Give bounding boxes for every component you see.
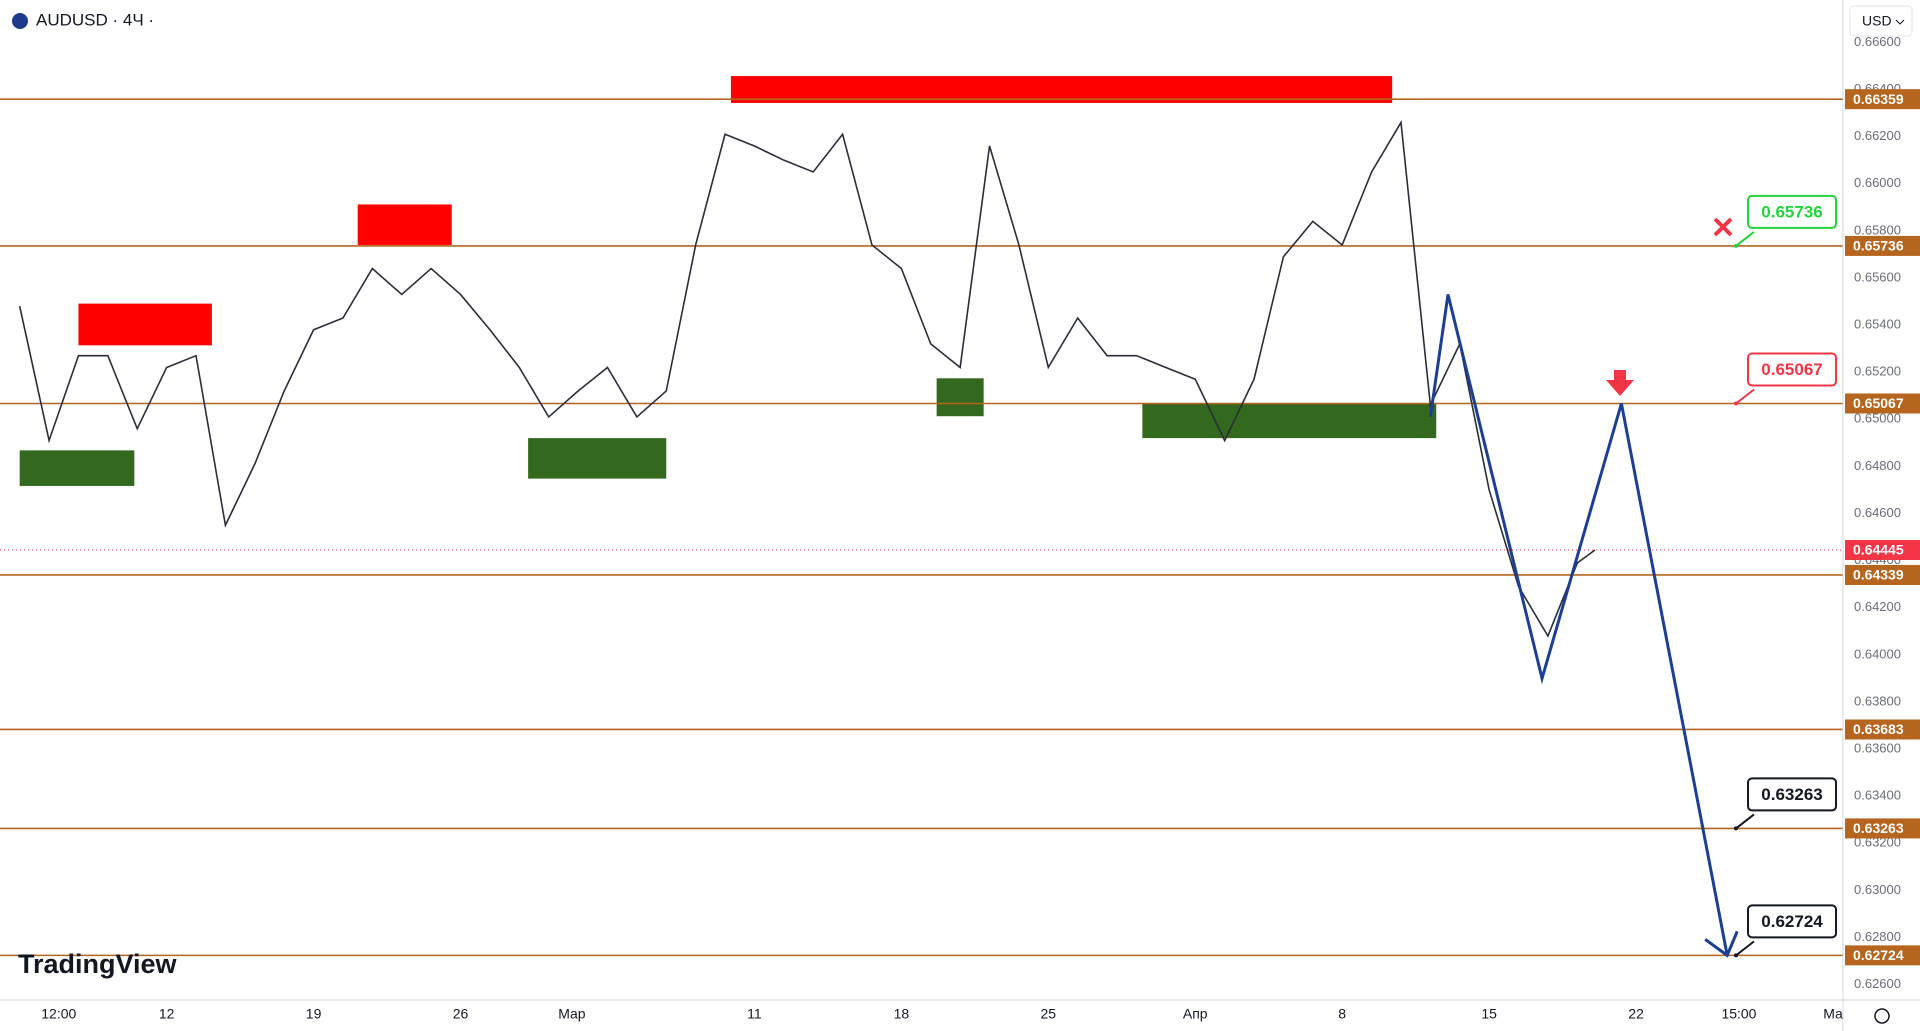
level-price-label: 0.64339 — [1853, 567, 1904, 583]
y-tick-label: 0.62800 — [1854, 929, 1901, 944]
currency-label[interactable]: USD — [1862, 13, 1892, 29]
plot-area — [0, 76, 1843, 957]
level-price-label: 0.65736 — [1853, 238, 1904, 254]
y-tick-label: 0.64200 — [1854, 599, 1901, 614]
currency-select[interactable] — [1849, 5, 1913, 37]
callout-pointer — [1735, 813, 1755, 830]
zone — [19, 450, 135, 486]
x-tick-label: Апр — [1183, 1006, 1208, 1022]
level-price-box — [1845, 818, 1920, 839]
callout-pointer — [1735, 231, 1755, 247]
zone — [528, 438, 667, 479]
x-tick-label: 11 — [747, 1006, 762, 1022]
y-tick-label: 0.65400 — [1854, 316, 1901, 331]
x-tick-label: 26 — [453, 1006, 469, 1022]
callout-anchor — [1734, 401, 1739, 406]
cancel-marker — [1713, 217, 1733, 237]
y-tick-label: 0.63000 — [1854, 882, 1901, 897]
callout-label: 0.62724 — [1761, 912, 1823, 931]
y-tick-label: 0.65000 — [1854, 411, 1901, 426]
x-tick-label: 18 — [894, 1006, 910, 1022]
callout-box — [1747, 904, 1838, 939]
zone — [78, 303, 212, 346]
x-tick-label: 19 — [306, 1006, 322, 1022]
arrow-head — [1704, 930, 1739, 958]
callout-anchor — [1734, 826, 1739, 831]
callout-box — [1747, 352, 1838, 387]
callout-box — [1747, 194, 1838, 229]
callout-label: 0.63263 — [1761, 785, 1822, 804]
callout-anchor — [1734, 243, 1739, 248]
x-tick-label: 8 — [1338, 1006, 1346, 1022]
callout-anchor — [1734, 953, 1739, 958]
last-price-box — [1845, 539, 1920, 560]
dropdown-icon — [1895, 19, 1905, 25]
callout-label: 0.65736 — [1761, 202, 1822, 221]
zone — [1142, 403, 1437, 439]
y-tick-label: 0.66200 — [1854, 128, 1901, 143]
price-line — [18, 119, 1596, 638]
level-price-box — [1845, 719, 1920, 740]
y-tick-label: 0.64800 — [1854, 458, 1901, 473]
y-tick-label: 0.66000 — [1854, 175, 1901, 190]
level-price-label: 0.63683 — [1853, 721, 1904, 737]
level-price-box — [1845, 564, 1920, 585]
level-price-label: 0.66359 — [1853, 91, 1904, 107]
level-price-label: 0.63263 — [1853, 820, 1904, 836]
last-price-label: 0.64445 — [1853, 542, 1904, 558]
x-tick-label: Мар — [558, 1006, 586, 1022]
callout-box — [1747, 777, 1838, 812]
y-tick-label: 0.63400 — [1854, 788, 1901, 803]
projection-path — [1428, 294, 1729, 956]
y-tick-label: 0.64600 — [1854, 505, 1901, 520]
x-tick-label: 12:00 — [41, 1006, 76, 1022]
callout-pointer — [1735, 940, 1755, 957]
x-tick-label: 15:00 — [1721, 1006, 1756, 1022]
callout-label: 0.65067 — [1761, 360, 1822, 379]
level-price-box — [1845, 393, 1920, 414]
y-tick-label: 0.62600 — [1854, 976, 1901, 991]
level-price-box — [1845, 945, 1920, 966]
x-tick-label: Ма — [1823, 1006, 1843, 1022]
y-tick-label: 0.64000 — [1854, 646, 1901, 661]
y-tick-label: 0.63600 — [1854, 740, 1901, 755]
y-tick-label: 0.65200 — [1854, 364, 1901, 379]
watermark: TradingView — [18, 949, 178, 979]
y-tick-label: 0.66600 — [1854, 34, 1901, 49]
level-price-label: 0.62724 — [1853, 947, 1904, 963]
x-tick-label: 12 — [159, 1006, 175, 1022]
y-tick-label: 0.63800 — [1854, 693, 1901, 708]
level-price-box — [1845, 235, 1920, 256]
y-tick-label: 0.65600 — [1854, 269, 1901, 284]
x-tick-label: 22 — [1628, 1006, 1644, 1022]
sell-arrow — [1606, 370, 1634, 396]
zone — [357, 204, 452, 245]
x-tick-label: 25 — [1041, 1006, 1057, 1022]
y-tick-label: 0.63200 — [1854, 835, 1901, 850]
x-tick-label: 15 — [1481, 1006, 1497, 1022]
settings-icon[interactable] — [1874, 1008, 1890, 1024]
level-price-box — [1845, 89, 1920, 110]
zone — [936, 378, 984, 417]
y-tick-label: 0.65800 — [1854, 222, 1901, 237]
symbol-title[interactable]: AUDUSD · 4Ч · — [36, 10, 154, 29]
flag-icon — [12, 13, 28, 29]
callout-pointer — [1735, 388, 1755, 405]
level-price-label: 0.65067 — [1853, 395, 1904, 411]
